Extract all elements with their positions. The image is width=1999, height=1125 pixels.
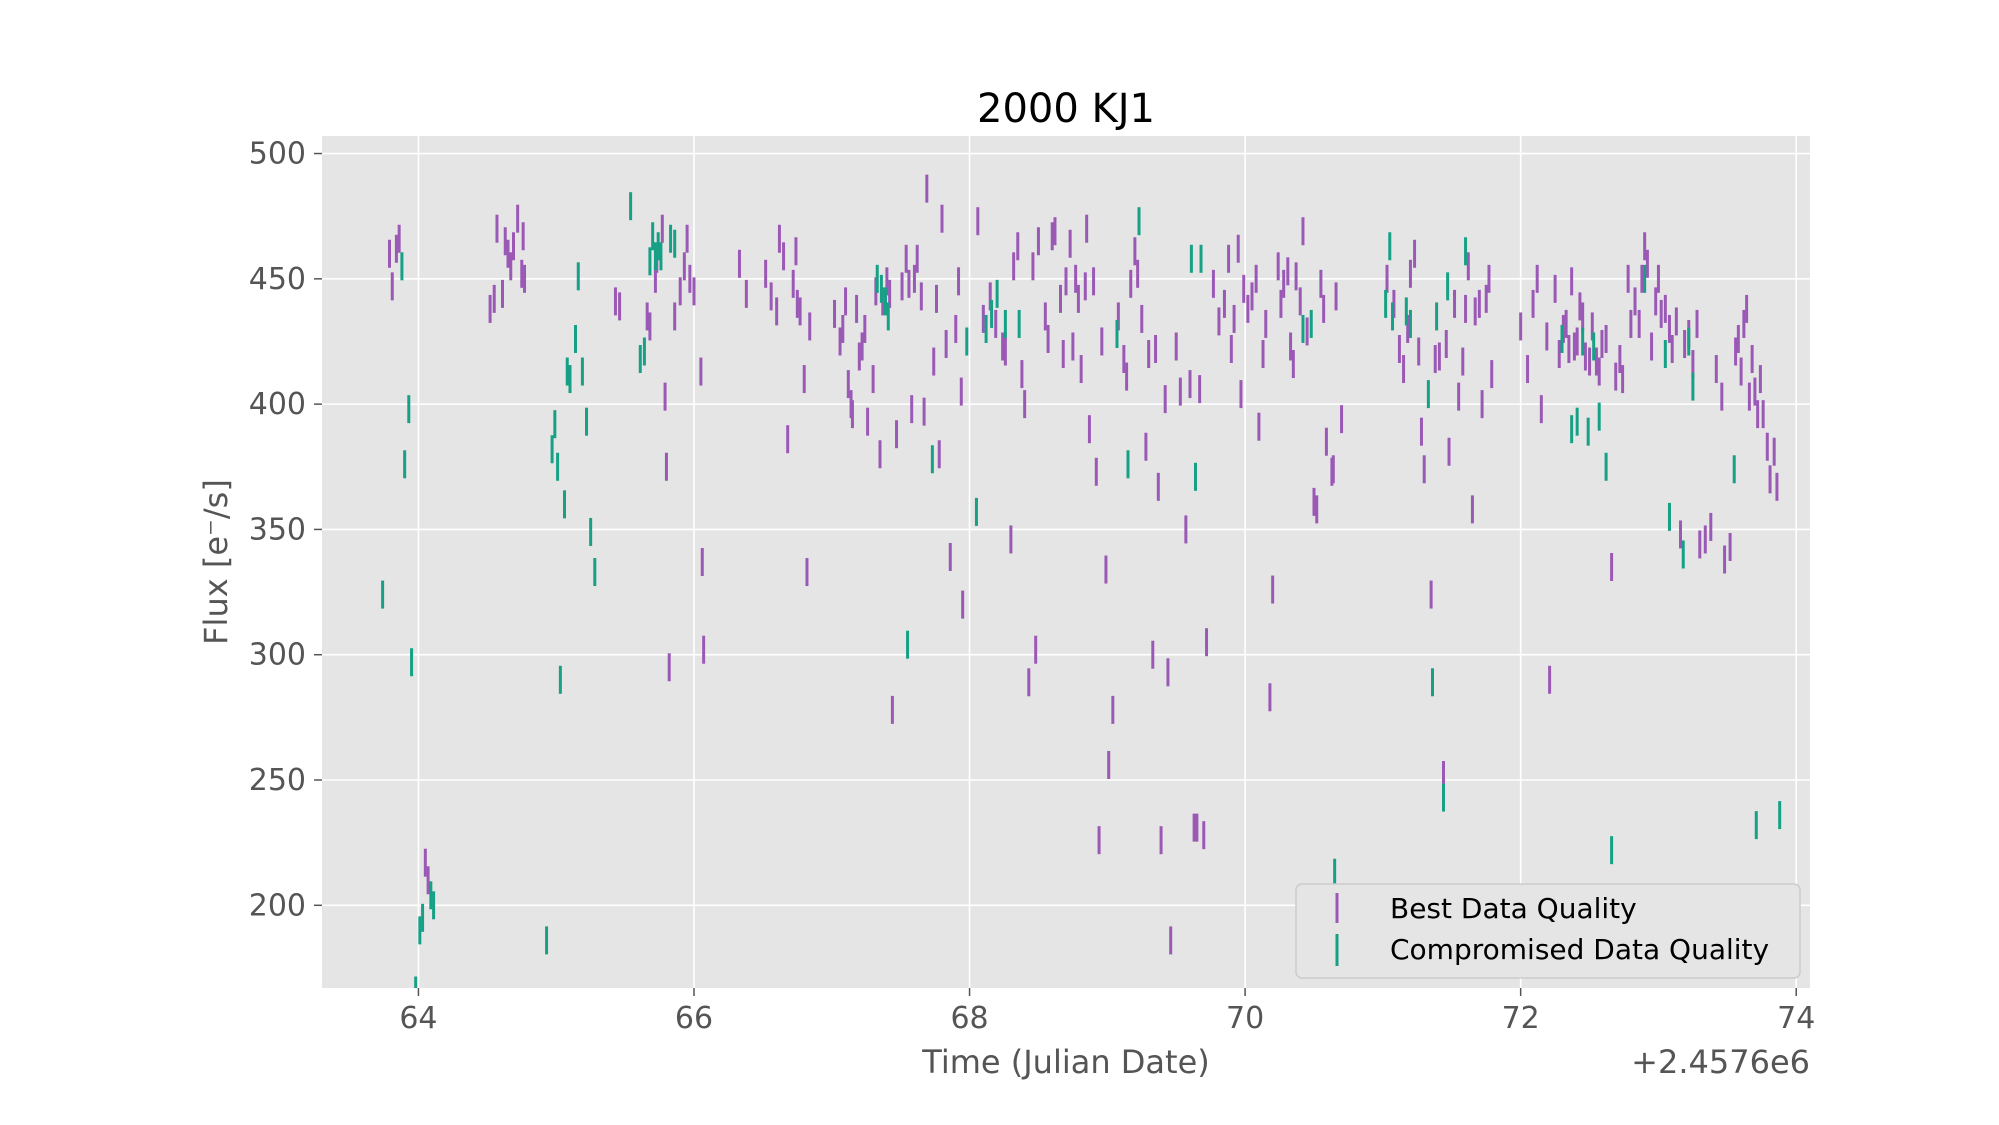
x-axis-label: Time (Julian Date) (921, 1043, 1210, 1081)
compromised-quality-series (381, 192, 1782, 988)
axis-ticks: 64 66 68 70 72 74 200 250 300 350 400 450 500 (249, 137, 1816, 1036)
y-tick-label: 500 (249, 137, 306, 172)
x-tick-label: 74 (1777, 1001, 1815, 1036)
data-points (381, 174, 1782, 988)
best-quality-series (388, 174, 1779, 955)
y-tick-label: 400 (249, 387, 306, 422)
y-tick-label: 300 (249, 638, 306, 673)
legend: Best Data Quality Compromised Data Quali… (1295, 883, 1801, 979)
y-axis-label: Flux [e⁻/s] (197, 479, 235, 645)
y-tick-label: 200 (249, 888, 306, 923)
x-tick-label: 66 (675, 1001, 713, 1036)
x-axis-offset-label: +2.4576e6 (1631, 1043, 1810, 1081)
y-tick-label: 450 (249, 262, 306, 297)
legend-best-label: Best Data Quality (1390, 892, 1637, 925)
grid-lines (322, 136, 1810, 988)
x-tick-label: 72 (1502, 1001, 1540, 1036)
legend-compromised-label: Compromised Data Quality (1390, 933, 1769, 966)
x-tick-label: 70 (1226, 1001, 1264, 1036)
x-tick-label: 68 (950, 1001, 988, 1036)
y-tick-label: 350 (249, 512, 306, 547)
x-tick-label: 64 (399, 1001, 437, 1036)
plot-background (322, 136, 1810, 988)
y-tick-label: 250 (249, 763, 306, 798)
legend-box (1295, 883, 1801, 979)
chart-title: 2000 KJ1 (977, 86, 1155, 132)
